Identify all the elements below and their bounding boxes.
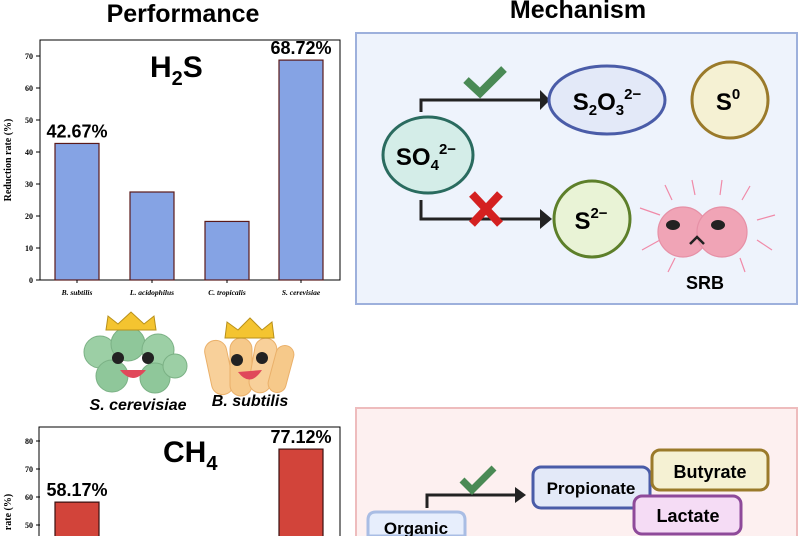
propionate-node	[531, 465, 652, 510]
bar	[54, 142, 100, 281]
b-subtilis-mascot	[204, 317, 295, 397]
bar	[204, 220, 250, 281]
butyrate-label: Butyrate	[673, 462, 746, 482]
mechanism-organic-panel: Organic Propionate Butyrate Lactate	[355, 407, 798, 536]
thiosulfate-label: S2O32−	[573, 86, 642, 119]
y-tick-label: 50	[25, 116, 33, 125]
mascot-label-s-cerevisiae: S. cerevisiae	[90, 397, 187, 414]
data-label: 77.12%	[270, 427, 331, 447]
s-cerevisiae-mascot	[83, 311, 188, 394]
mascot-label-b-subtilis: B. subtilis	[212, 393, 289, 410]
chart-title: CH4	[163, 436, 218, 475]
bar	[279, 449, 323, 536]
y-tick-label: 60	[25, 84, 33, 93]
h2s-bar-chart: Reduction rate (%) H2S 0 10 20 30 40 50 60 70 4…	[3, 38, 341, 297]
y-tick-label: 80	[25, 437, 33, 446]
cross-icon	[469, 191, 503, 227]
bar	[55, 502, 99, 536]
crown-icon	[224, 317, 275, 339]
ch4-bar-chart: rate (%) CH4 50 60 70 80 58.17% 77.12%	[3, 426, 341, 536]
propionate-label: Propionate	[547, 479, 636, 498]
x-tick-label: B. subtilis	[61, 288, 93, 297]
elemental-sulfur-label: S0	[716, 86, 740, 116]
x-tick-label: C. tropicalis	[208, 288, 246, 297]
elemental-sulfur-node	[690, 60, 770, 140]
y-tick-label: 0	[29, 276, 33, 285]
y-tick-label: 30	[25, 180, 33, 189]
srb-label: SRB	[686, 273, 724, 293]
srb-bacterium-icon	[639, 179, 776, 273]
heading-performance: Performance	[107, 0, 260, 28]
y-tick-label: 50	[25, 521, 33, 530]
organic-node	[366, 510, 467, 536]
crown-icon	[105, 311, 157, 331]
chart-title: H2S	[150, 51, 203, 90]
sulfide-node	[552, 179, 632, 259]
mechanism-sulfur-panel: SO42− S2O32− S0 S2− SRB	[355, 32, 798, 305]
arrow-to-sulfide	[419, 200, 545, 221]
data-label: 68.72%	[270, 38, 331, 58]
check-icon	[459, 465, 497, 495]
bar	[278, 59, 324, 281]
lactate-label: Lactate	[656, 506, 719, 526]
heading-mechanism: Mechanism	[510, 0, 646, 24]
sulfide-label: S2−	[574, 205, 607, 235]
y-axis-label: rate (%)	[3, 494, 14, 530]
arrow-to-thiosulfate	[419, 98, 540, 112]
x-tick-label: L. acidophilus	[129, 288, 174, 297]
data-label: 58.17%	[46, 480, 107, 500]
lactate-node	[632, 494, 743, 536]
bar-outline	[278, 448, 324, 536]
y-axis-label: Reduction rate (%)	[3, 119, 14, 202]
y-tick-label: 20	[25, 212, 33, 221]
y-tick-label: 70	[25, 465, 33, 474]
y-tick-label: 10	[25, 244, 33, 253]
arrow-to-acids	[425, 493, 518, 508]
y-tick-label: 40	[25, 148, 33, 157]
sulfate-node	[381, 115, 475, 195]
bar	[129, 191, 175, 281]
x-tick-label: S. cerevisiae	[282, 288, 321, 297]
plot-frame	[39, 39, 341, 281]
sulfate-label: SO42−	[396, 141, 456, 174]
organic-label: Organic	[384, 519, 448, 536]
data-label: 42.67%	[46, 121, 107, 141]
plot-frame	[38, 426, 341, 536]
thiosulfate-node	[547, 64, 667, 136]
y-tick-label: 60	[25, 493, 33, 502]
check-icon	[463, 66, 507, 99]
bar-outline	[54, 501, 100, 536]
butyrate-node	[650, 448, 770, 492]
y-tick-label: 70	[25, 52, 33, 61]
